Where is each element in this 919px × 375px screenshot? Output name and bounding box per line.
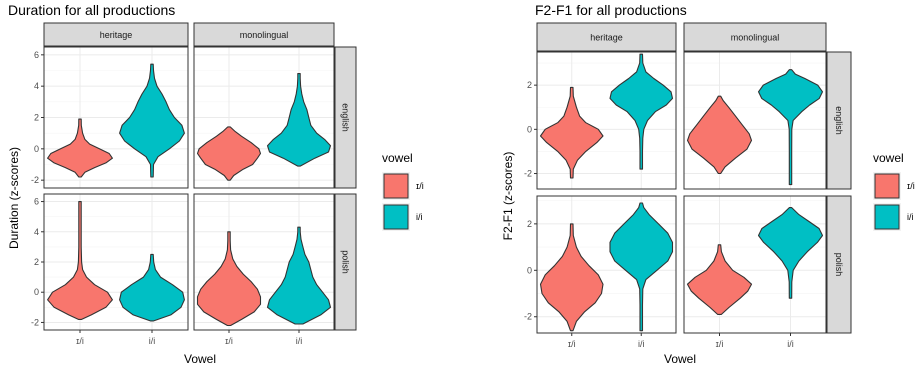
- facet-strip-label: english: [834, 106, 844, 135]
- panel-english-monolingual: [193, 46, 335, 189]
- facet-strip-label: monolingual: [731, 33, 780, 43]
- x-axis-title: Vowel: [664, 352, 696, 366]
- x-axis-title: Vowel: [184, 352, 216, 366]
- violin-tense: [609, 53, 674, 170]
- facet-strip-label: english: [341, 103, 351, 132]
- x-tick-label: i/i: [296, 336, 303, 346]
- legend-item-label: i/i: [416, 212, 423, 222]
- facet-strip-row: [334, 193, 357, 331]
- violin-tense: [609, 202, 674, 332]
- y-tick-label: 4: [34, 227, 39, 237]
- panel-background: [684, 196, 826, 333]
- panel-english-heritage: -2 0 2 4 6: [31, 46, 189, 189]
- legend-swatch: [383, 204, 409, 230]
- x-tick-label: ɪ/i: [225, 336, 233, 346]
- legend-swatch: [383, 173, 409, 199]
- facet-strip-row: [334, 46, 357, 189]
- legend-item-label: i/i: [907, 212, 914, 222]
- y-tick-label: 0: [34, 287, 39, 297]
- panel-polish-monolingual: ɪ/i i/i: [193, 193, 335, 346]
- panel-border: [193, 46, 335, 189]
- facet-strip-row: [826, 195, 852, 334]
- panel-polish-monolingual: ɪ/i i/i: [683, 195, 827, 349]
- x-tick-label: ɪ/i: [76, 336, 84, 346]
- panel-border: [536, 51, 677, 190]
- y-tick-label: -2: [524, 312, 532, 322]
- facet-strip-label: heritage: [590, 33, 623, 43]
- facet-strip-label: monolingual: [240, 30, 289, 40]
- violin-tense: [266, 226, 332, 325]
- legend-title: vowel: [382, 151, 413, 165]
- y-tick-label: 0: [34, 144, 39, 154]
- violin-tense: [119, 63, 185, 178]
- facet-strip-col: [43, 22, 189, 47]
- facet-strip-label: heritage: [100, 30, 133, 40]
- y-tick-label: 2: [34, 257, 39, 267]
- facet-strip-label: polish: [834, 253, 844, 277]
- y-tick-label: -2: [31, 175, 39, 185]
- violin-lax: [47, 201, 113, 320]
- panel-border: [193, 193, 335, 331]
- panel-english-monolingual: [683, 51, 827, 190]
- y-tick-label: 6: [34, 50, 39, 60]
- chart-title: Duration for all productions: [8, 2, 175, 18]
- violin-lax: [686, 244, 753, 315]
- y-tick-label: -2: [31, 317, 39, 327]
- panel-polish-heritage: -2 0 2 ɪ/i i/i: [524, 195, 677, 349]
- legend-swatch: [874, 173, 900, 199]
- facet-strip-col: [536, 22, 677, 52]
- y-axis-title: F2-F1 (z-scores): [501, 152, 515, 241]
- x-tick-label: i/i: [149, 336, 156, 346]
- violin-lax: [686, 95, 753, 175]
- violin-lax: [47, 118, 113, 178]
- legend-item-label: ɪ/i: [907, 181, 915, 191]
- violin-lax: [539, 223, 604, 332]
- facet-strip-row: [826, 51, 852, 190]
- panel-border: [536, 195, 677, 334]
- facet-strip-col: [193, 22, 335, 47]
- chart-title: F2-F1 for all productions: [535, 2, 687, 18]
- x-tick-label: i/i: [787, 339, 794, 349]
- panel-english-heritage: -2 0 2: [524, 51, 677, 190]
- chart-2: F2-F1 for all productions heritage monolin…: [501, 2, 852, 366]
- legend-title: vowel: [873, 151, 904, 165]
- x-tick-label: i/i: [638, 339, 645, 349]
- y-tick-label: 6: [34, 197, 39, 207]
- facet-strip-label: polish: [341, 250, 351, 274]
- y-tick-label: 0: [527, 124, 532, 134]
- legend-item-label: ɪ/i: [416, 181, 424, 191]
- violin-tense: [757, 207, 824, 299]
- legend: vowel ɪ/i i/i: [873, 151, 915, 231]
- x-tick-label: ɪ/i: [716, 339, 724, 349]
- y-tick-label: 0: [527, 265, 532, 275]
- y-tick-label: 4: [34, 81, 39, 91]
- violin-tense: [119, 253, 185, 322]
- chart-1: Duration for all productions heritage mono…: [7, 2, 357, 366]
- panel-border: [683, 195, 827, 334]
- violin-tense: [266, 73, 332, 167]
- panel-polish-heritage: -2 0 2 4 6 ɪ/i i/i: [31, 193, 189, 346]
- panel-border: [683, 51, 827, 190]
- violin-tense: [757, 69, 824, 186]
- violin-lax: [539, 86, 604, 179]
- x-tick-label: ɪ/i: [568, 339, 576, 349]
- y-tick-label: 2: [34, 113, 39, 123]
- y-tick-label: 2: [527, 80, 532, 90]
- facet-strip-col: [683, 22, 827, 52]
- panel-background: [537, 52, 676, 189]
- y-tick-label: -2: [524, 169, 532, 179]
- legend-swatch: [874, 204, 900, 230]
- violin-lax: [196, 126, 262, 181]
- y-tick-label: 2: [527, 219, 532, 229]
- violin-lax: [196, 231, 262, 327]
- legend: vowel ɪ/i i/i: [382, 151, 424, 231]
- y-axis-title: Duration (z-scores): [7, 147, 21, 249]
